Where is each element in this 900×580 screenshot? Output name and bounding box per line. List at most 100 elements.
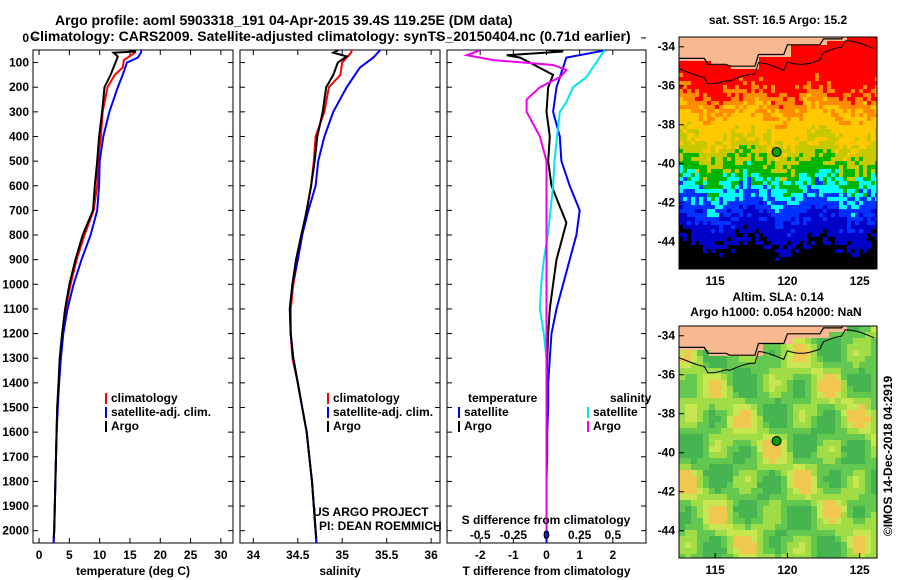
map-cell [859, 85, 863, 89]
map-cell [875, 265, 877, 269]
map-cell [755, 177, 759, 181]
map-cell [823, 41, 827, 45]
map-cell [739, 386, 745, 392]
map-cell [851, 265, 855, 269]
depth-tick-label: 1500 [2, 400, 29, 414]
map-cell [755, 213, 759, 217]
map-cell [719, 137, 723, 141]
map-cell [865, 452, 871, 458]
map-cell [831, 237, 835, 241]
map-cell [805, 392, 811, 398]
map-cell [751, 137, 755, 141]
map-cell [875, 145, 877, 149]
map-cell [747, 181, 751, 185]
map-cell [843, 105, 847, 109]
map-cell [859, 237, 863, 241]
map-cell [855, 245, 859, 249]
map-cell [767, 257, 771, 261]
map-cell [721, 554, 727, 558]
map-cell [703, 398, 709, 404]
map-cell [829, 542, 835, 548]
map-cell [775, 201, 779, 205]
map-cell [867, 141, 871, 145]
map-cell [867, 97, 871, 101]
map-cell [829, 398, 835, 404]
map-cell [771, 217, 775, 221]
map-cell [871, 374, 877, 380]
map-cell [683, 181, 687, 185]
map-cell [695, 73, 699, 77]
map-cell [727, 89, 731, 93]
map-cell [817, 434, 823, 440]
map-cell [747, 189, 751, 193]
map-cell [715, 205, 719, 209]
map-cell [827, 97, 831, 101]
map-cell [699, 133, 703, 137]
map-cell [835, 45, 839, 49]
map-cell [839, 97, 843, 101]
map-cell [775, 237, 779, 241]
map-cell [823, 524, 829, 530]
map-cell [811, 201, 815, 205]
map-cell [875, 201, 877, 205]
map-cell [783, 109, 787, 113]
map-cell [799, 193, 803, 197]
map-cell [839, 193, 843, 197]
map-cell [731, 265, 735, 269]
map-cell [819, 209, 823, 213]
map-cell [755, 53, 759, 57]
map-cell [743, 105, 747, 109]
map-cell [863, 153, 867, 157]
map-cell [851, 53, 855, 57]
map-cell [853, 470, 859, 476]
map-cell [719, 205, 723, 209]
map-cell [703, 524, 709, 530]
map-cell [691, 145, 695, 149]
map-cell [799, 380, 805, 386]
map-cell [767, 113, 771, 117]
map-cell [827, 229, 831, 233]
map-cell [783, 177, 787, 181]
map-cell [799, 165, 803, 169]
map-cell [875, 97, 877, 101]
map-cell [733, 374, 739, 380]
map-cell [763, 494, 769, 500]
map-cell [769, 500, 775, 506]
map-cell [771, 121, 775, 125]
map-cell [799, 101, 803, 105]
map-cell [679, 261, 683, 265]
map-cell [779, 141, 783, 145]
map-cell [739, 229, 743, 233]
map-cell [827, 201, 831, 205]
map-cell [733, 386, 739, 392]
map-cell [691, 542, 697, 548]
map-cell [867, 129, 871, 133]
map-cell [839, 197, 843, 201]
map-cell [709, 524, 715, 530]
map-cell [807, 201, 811, 205]
map-cell [805, 416, 811, 422]
map-cell [733, 428, 739, 434]
map-cell [865, 404, 871, 410]
map-cell [787, 233, 791, 237]
map-cell [751, 57, 755, 61]
map-cell [771, 101, 775, 105]
map-cell [847, 416, 853, 422]
map-cell [875, 173, 877, 177]
map-cell [867, 265, 871, 269]
map-cell [685, 416, 691, 422]
map-cell [867, 169, 871, 173]
map-cell [819, 253, 823, 257]
map-cell [843, 45, 847, 49]
map-cell [699, 105, 703, 109]
map-cell [755, 261, 759, 265]
map-cell [691, 89, 695, 93]
map-cell [807, 149, 811, 153]
map-cell [715, 554, 721, 558]
map-cell [739, 434, 745, 440]
map-cell [697, 374, 703, 380]
map-cell [743, 157, 747, 161]
map-cell [699, 97, 703, 101]
map-cell [787, 398, 793, 404]
map-cell [703, 404, 709, 410]
